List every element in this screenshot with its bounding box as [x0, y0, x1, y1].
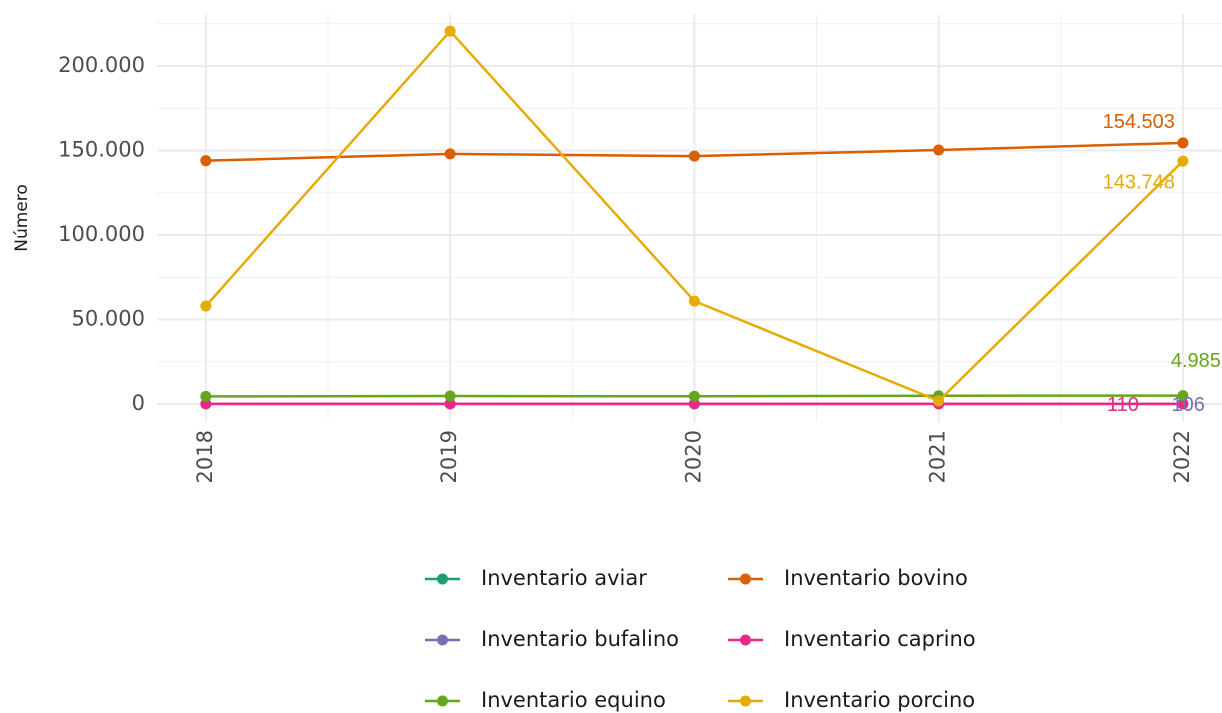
legend-label: Inventario equino — [481, 688, 666, 712]
data-point — [1177, 155, 1189, 167]
y-axis-label: Número — [12, 184, 32, 252]
y-tick-label: 150.000 — [58, 138, 145, 162]
y-tick-label: 0 — [132, 391, 145, 415]
legend-key-point — [437, 634, 448, 646]
data-point — [444, 25, 456, 37]
data-point — [1177, 137, 1189, 149]
data-point — [933, 395, 945, 407]
data-point — [933, 144, 945, 156]
x-tick-label: 2022 — [1170, 430, 1194, 483]
legend-key-point — [740, 573, 751, 585]
data-point — [688, 150, 700, 162]
x-tick-label: 2021 — [926, 430, 950, 483]
legend-key-point — [437, 573, 448, 585]
data-point — [200, 390, 212, 402]
x-tick-label: 2019 — [437, 430, 461, 483]
x-tick-label: 2020 — [681, 430, 705, 483]
legend-key-point — [740, 634, 751, 646]
data-point — [444, 398, 456, 410]
data-point — [444, 390, 456, 402]
x-tick-label: 2018 — [193, 430, 217, 483]
legend-key-point — [740, 695, 751, 707]
value-label: 154.503 — [1103, 111, 1175, 133]
value-label: 110 — [1107, 394, 1139, 416]
legend-label: Inventario bovino — [784, 566, 968, 590]
legend-key-point — [437, 695, 448, 707]
data-point — [1177, 398, 1189, 410]
value-label: 143.748 — [1103, 171, 1175, 193]
y-tick-label: 100.000 — [58, 222, 145, 246]
data-point — [688, 398, 700, 410]
y-tick-label: 200.000 — [58, 53, 145, 77]
value-label: 4.985 — [1171, 350, 1221, 372]
data-point — [1177, 390, 1189, 402]
data-point — [444, 148, 456, 160]
value-label: 106 — [1172, 394, 1205, 416]
data-point — [688, 295, 700, 307]
data-point — [200, 155, 212, 167]
data-point — [688, 390, 700, 402]
data-point — [200, 300, 212, 312]
legend-label: Inventario bufalino — [481, 627, 679, 651]
legend-label: Inventario caprino — [784, 627, 976, 651]
legend-label: Inventario porcino — [784, 688, 975, 712]
legend-label: Inventario aviar — [481, 566, 647, 590]
y-tick-label: 50.000 — [72, 307, 145, 331]
